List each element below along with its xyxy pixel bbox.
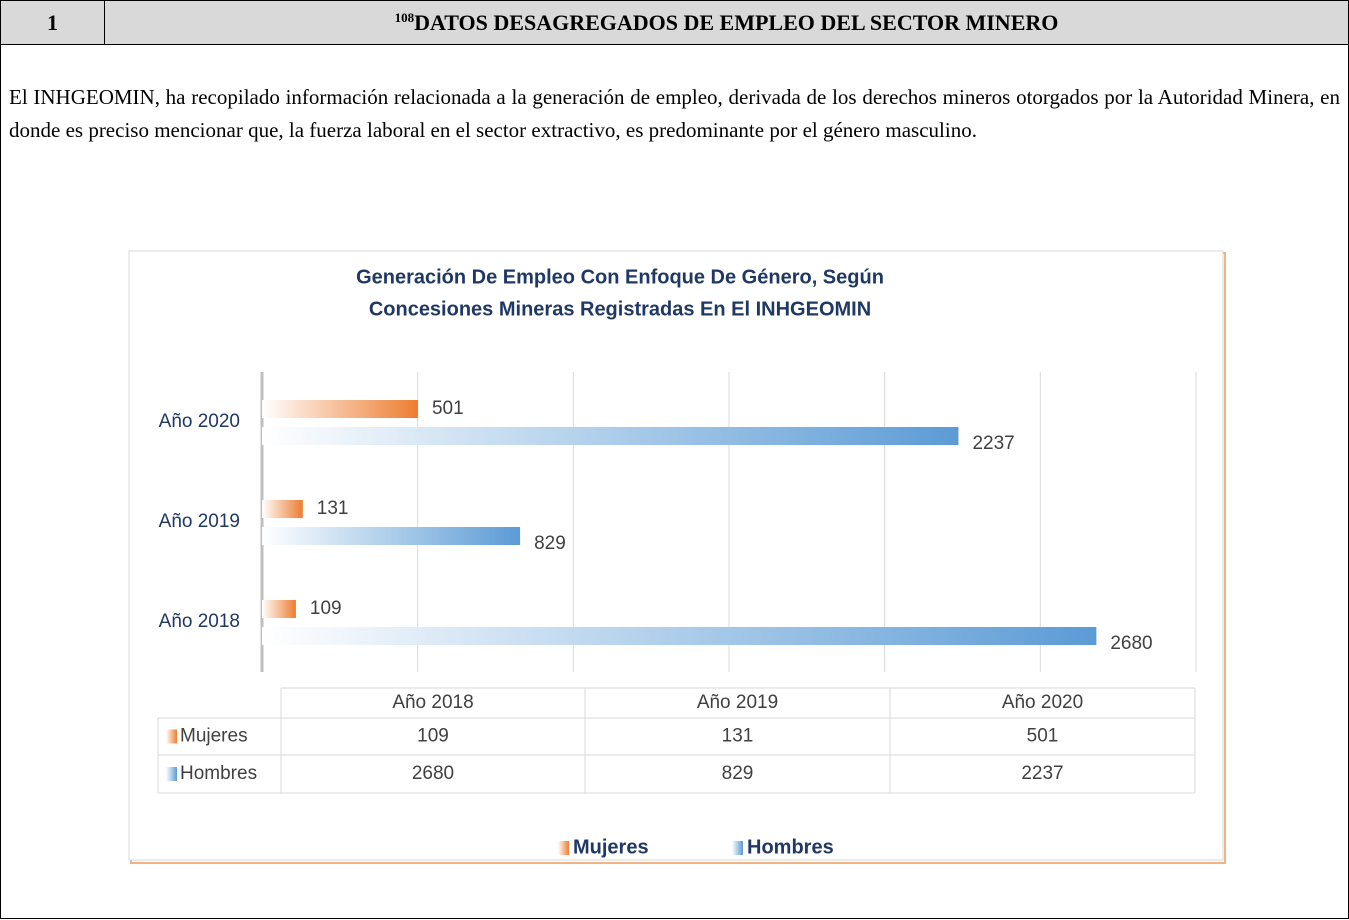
value-label: 829 (534, 533, 566, 554)
bar (262, 427, 959, 445)
chart-title: Concesiones Mineras Registradas En El IN… (369, 298, 871, 320)
table-header: Año 2020 (1002, 692, 1083, 713)
title-text: DATOS DESAGREGADOS DE EMPLEO DEL SECTOR … (414, 10, 1059, 35)
table-series-name: Mujeres (180, 726, 248, 747)
body-box: El INHGEOMIN, ha recopilado información … (0, 44, 1349, 919)
legend-label: Mujeres (573, 836, 649, 858)
value-label: 2680 (1110, 633, 1152, 654)
footnote: 108 (394, 10, 415, 25)
table-header: Año 2019 (697, 692, 778, 713)
bar (262, 600, 296, 618)
table-series-name: Hombres (180, 763, 257, 784)
value-label: 501 (432, 398, 464, 419)
table-cell: 501 (1027, 726, 1059, 747)
legend-key (732, 841, 743, 855)
legend-key (166, 767, 177, 781)
table-cell: 829 (722, 763, 754, 784)
legend-key (558, 841, 569, 855)
bar (262, 400, 418, 418)
table-cell: 131 (722, 726, 754, 747)
bar (262, 500, 303, 518)
y-tick-label: Año 2019 (159, 511, 240, 532)
section-number: 1 (1, 1, 105, 44)
table-header: Año 2018 (392, 692, 473, 713)
table-cell: 2237 (1021, 763, 1063, 784)
legend-label: Hombres (747, 836, 834, 858)
table-cell: 109 (417, 726, 449, 747)
section-title: 108DATOS DESAGREGADOS DE EMPLEO DEL SECT… (105, 1, 1348, 44)
value-label: 109 (310, 598, 342, 619)
chart: Generación De Empleo Con Enfoque De Géne… (128, 250, 1226, 864)
value-label: 2237 (972, 433, 1014, 454)
chart-title: Generación De Empleo Con Enfoque De Géne… (356, 266, 884, 288)
value-label: 131 (317, 498, 349, 519)
bar (262, 527, 521, 545)
y-tick-label: Año 2020 (159, 411, 240, 432)
paragraph: El INHGEOMIN, ha recopilado información … (9, 85, 1340, 142)
header: 1 108DATOS DESAGREGADOS DE EMPLEO DEL SE… (0, 0, 1349, 45)
legend-key (166, 729, 177, 744)
table-cell: 2680 (412, 763, 454, 784)
bar (262, 627, 1097, 645)
y-tick-label: Año 2018 (159, 611, 240, 632)
